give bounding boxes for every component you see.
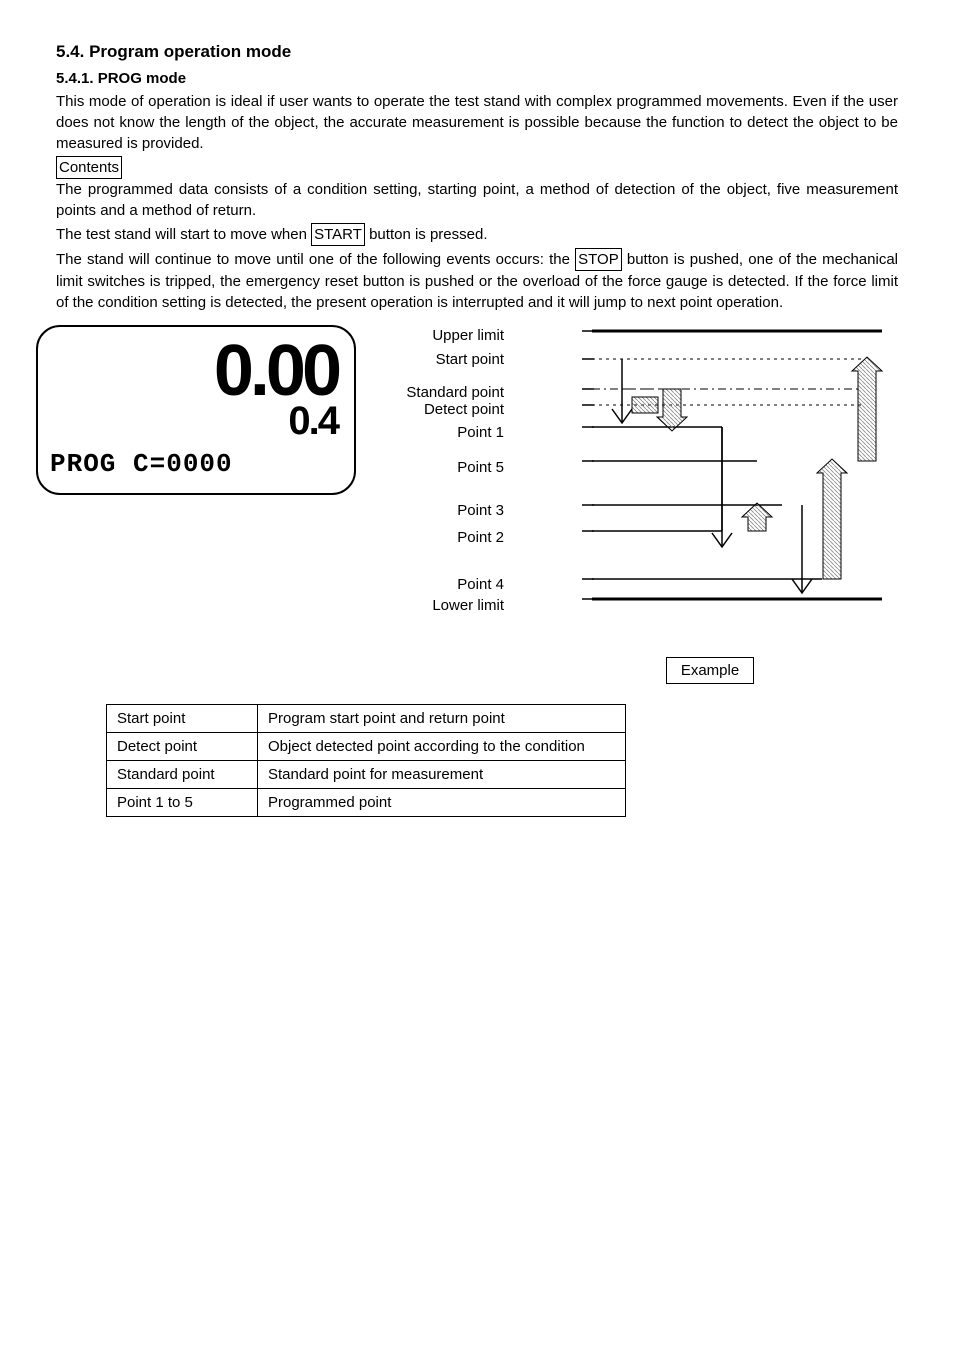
- table-value: Standard point for measurement: [258, 760, 626, 788]
- label-upper-limit: Upper limit: [374, 325, 504, 339]
- paragraph: This mode of operation is ideal if user …: [56, 91, 898, 154]
- label-point-4: Point 4: [374, 574, 504, 595]
- label-point-5: Point 5: [374, 457, 504, 478]
- table-key: Detect point: [107, 732, 258, 760]
- label-start-point: Start point: [374, 349, 504, 370]
- table-row: Start pointProgram start point and retur…: [107, 704, 626, 732]
- table-value: Programmed point: [258, 788, 626, 816]
- section-heading: 5.4. Program operation mode: [56, 40, 898, 64]
- lcd-main-value: 0.00: [54, 335, 338, 407]
- text: button is pressed.: [365, 226, 488, 243]
- text: The test stand will start to move when: [56, 226, 311, 243]
- diagram-labels: Upper limit Start point Standard point D…: [374, 325, 504, 616]
- label-lower-limit: Lower limit: [374, 595, 504, 616]
- table-row: Point 1 to 5Programmed point: [107, 788, 626, 816]
- table-key: Start point: [107, 704, 258, 732]
- table-key: Point 1 to 5: [107, 788, 258, 816]
- figure-row: 0.00 0.4 PROG C=0000 Upper limit Start p…: [56, 325, 898, 684]
- contents-box: Contents: [56, 156, 122, 179]
- table-row: Standard pointStandard point for measure…: [107, 760, 626, 788]
- diagram: Example: [522, 325, 898, 684]
- table-row: Detect pointObject detected point accord…: [107, 732, 626, 760]
- label-point-3: Point 3: [374, 500, 504, 521]
- table-value: Program start point and return point: [258, 704, 626, 732]
- lcd-mode-label: PROG C=0000: [50, 446, 233, 482]
- contents-label: Contents: [56, 156, 898, 179]
- lcd-display: 0.00 0.4 PROG C=0000: [36, 325, 356, 495]
- text: The stand will continue to move until on…: [56, 251, 575, 268]
- label-point-1: Point 1: [374, 422, 504, 443]
- table-key: Standard point: [107, 760, 258, 788]
- table-value: Object detected point according to the c…: [258, 732, 626, 760]
- paragraph: The programmed data consists of a condit…: [56, 179, 898, 221]
- diagram-svg: [522, 325, 892, 645]
- lcd-sub-value: 0.4: [54, 401, 338, 441]
- label-point-2: Point 2: [374, 527, 504, 548]
- example-label: Example: [666, 657, 754, 684]
- paragraph: The test stand will start to move when S…: [56, 223, 898, 246]
- paragraph: The stand will continue to move until on…: [56, 248, 898, 313]
- subsection-heading: 5.4.1. PROG mode: [56, 68, 898, 89]
- stop-key-label: STOP: [575, 248, 622, 271]
- start-key-label: START: [311, 223, 365, 246]
- points-table: Start pointProgram start point and retur…: [106, 704, 626, 817]
- label-detect-point: Detect point: [374, 399, 504, 420]
